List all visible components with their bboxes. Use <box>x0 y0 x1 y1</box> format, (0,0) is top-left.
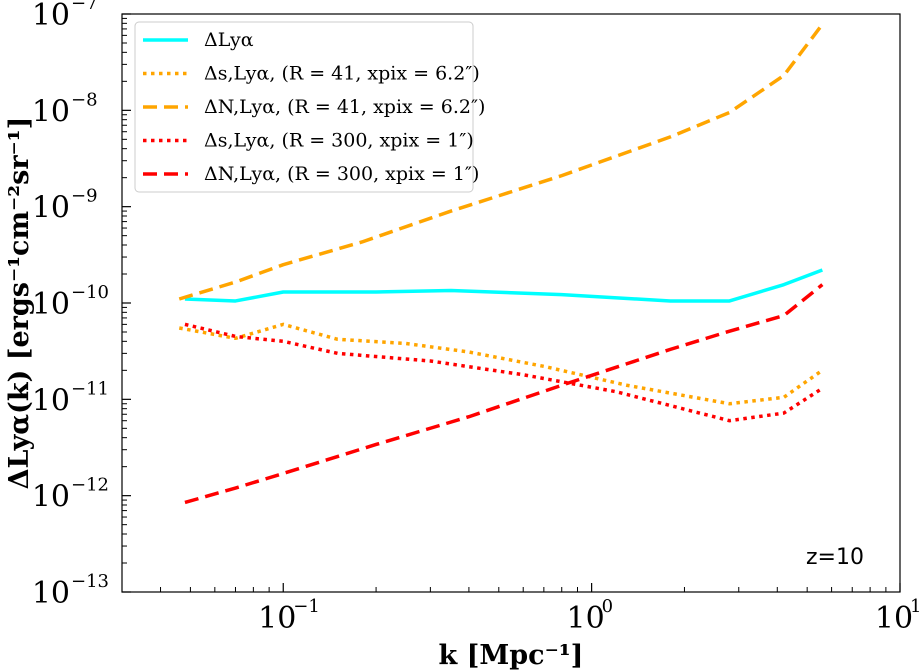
legend-entries: ΔLyα Δs,Lyα, (R = 41, xpix = 6.2″) ΔN,Lyα,… <box>143 29 485 185</box>
y-axis-label: ΔLyα(k) [ergs⁻¹cm⁻²sr⁻¹] <box>4 117 35 490</box>
series-line-3 <box>178 23 824 301</box>
legend-label-1: ΔLyα <box>204 29 254 51</box>
x-tick-label: 10 <box>258 601 296 636</box>
x-axis-label: k [Mpc⁻¹] <box>439 640 584 671</box>
x-tick-exponent: 1 <box>910 596 921 617</box>
x-tick-label: 10 <box>875 601 913 636</box>
legend-box <box>134 21 474 193</box>
y-tick-exponent: −12 <box>71 475 109 496</box>
y-tick-label: 10 <box>32 94 70 129</box>
series-line-2 <box>178 322 824 406</box>
tick-label-layer: 10−1 100 10110−1310−1210−1110−1010−910−810… <box>32 0 921 636</box>
x-tick-exponent: −1 <box>293 596 320 617</box>
y-tick-exponent: −7 <box>71 0 98 14</box>
x-tick-exponent: 0 <box>602 596 613 617</box>
y-tick-label: 10 <box>32 0 70 33</box>
legend-label-2: Δs,Lyα, (R = 41, xpix = 6.2″) <box>204 63 480 85</box>
y-tick-label: 10 <box>32 287 70 322</box>
y-tick-exponent: −13 <box>71 571 109 592</box>
series-layer <box>178 23 824 505</box>
redshift-annotation: z=10 <box>806 545 864 570</box>
tick-layer <box>122 13 901 593</box>
y-tick-exponent: −9 <box>71 186 98 207</box>
y-tick-label: 10 <box>32 576 70 611</box>
y-tick-label: 10 <box>32 191 70 226</box>
legend-label-4: Δs,Lyα, (R = 300, xpix = 1″) <box>204 130 474 152</box>
series-line-5 <box>184 283 824 505</box>
legend-label-3: ΔN,Lyα, (R = 41, xpix = 6.2″) <box>204 96 485 118</box>
legend: ΔLyα Δs,Lyα, (R = 41, xpix = 6.2″) ΔN,Lyα,… <box>134 21 485 193</box>
y-tick-exponent: −11 <box>71 378 109 399</box>
y-tick-label: 10 <box>32 383 70 418</box>
y-tick-exponent: −10 <box>71 282 109 303</box>
x-tick-label: 10 <box>567 601 605 636</box>
legend-label-5: ΔN,Lyα, (R = 300, xpix = 1″) <box>204 163 479 185</box>
series-line-1 <box>184 268 823 303</box>
y-tick-label: 10 <box>32 480 70 515</box>
y-tick-exponent: −8 <box>71 89 98 110</box>
